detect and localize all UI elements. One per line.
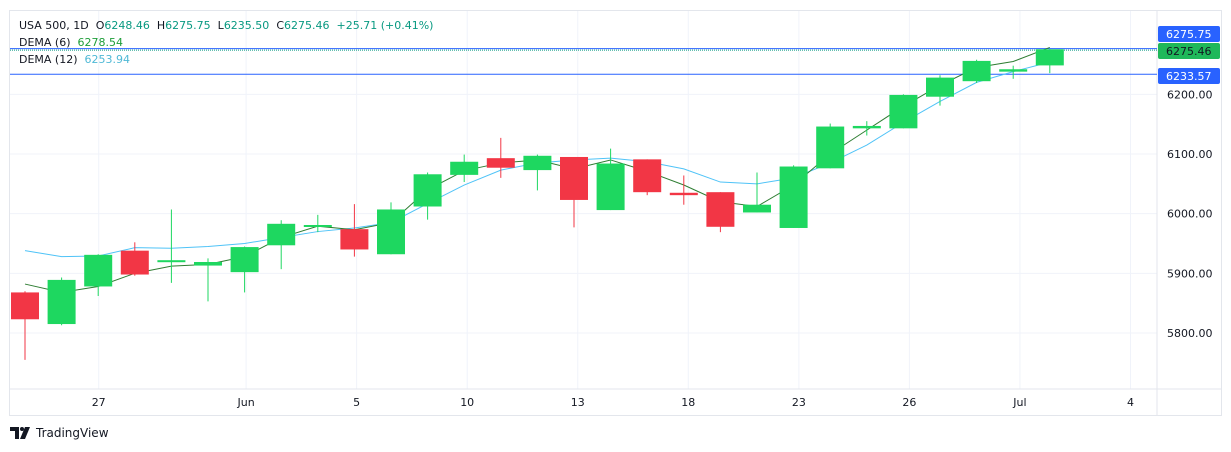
price-tag-bg xyxy=(1158,26,1220,42)
price-tags: 6275.75 6275.46 6233.57 xyxy=(1158,26,1220,84)
candle-body xyxy=(779,166,808,228)
high-label: H xyxy=(156,19,166,32)
candle-body xyxy=(816,126,845,169)
candle-body xyxy=(230,247,259,273)
ohlc-row: USA 500, 1D O6248.46 H6275.75 L6235.50 C… xyxy=(19,17,433,34)
candle-body xyxy=(523,155,552,171)
price-axis[interactable]: 5800.00 5900.00 6000.00 6100.00 6200.00 xyxy=(1167,88,1213,340)
tradingview-brand: TradingView xyxy=(36,426,109,440)
candle-body xyxy=(84,254,113,287)
x-tick-label: 13 xyxy=(571,396,585,409)
x-tick-label: 18 xyxy=(681,396,695,409)
candle-body xyxy=(962,60,991,82)
candle-body xyxy=(47,279,76,325)
time-axis[interactable]: 27 Jun 5 10 13 18 23 26 Jul 4 xyxy=(92,396,1134,409)
dema12-label: DEMA (12) xyxy=(19,53,78,66)
low-value: 6235.50 xyxy=(223,19,270,32)
tradingview-attribution[interactable]: TradingView xyxy=(10,426,109,440)
dema12-row[interactable]: DEMA (12) 6253.94 xyxy=(19,51,433,68)
candle-body xyxy=(194,261,222,266)
grid-lines xyxy=(10,11,1222,415)
y-tick-label: 6200.00 xyxy=(1167,88,1213,101)
candle-body xyxy=(486,158,515,168)
x-tick-label: 23 xyxy=(792,396,806,409)
y-tick-label: 6000.00 xyxy=(1167,208,1213,221)
high-value: 6275.75 xyxy=(165,19,211,32)
chart-legend: USA 500, 1D O6248.46 H6275.75 L6235.50 C… xyxy=(19,17,433,68)
candle-body xyxy=(706,192,735,227)
dema6-row[interactable]: DEMA (6) 6278.54 xyxy=(19,34,433,51)
open-label: O xyxy=(95,19,105,32)
candles[interactable] xyxy=(11,49,1064,360)
y-tick-label: 5800.00 xyxy=(1167,327,1213,340)
candle-body xyxy=(303,224,332,227)
candle-body xyxy=(560,156,588,200)
tradingview-logo-icon xyxy=(10,427,30,439)
x-tick-label: 27 xyxy=(92,396,106,409)
symbol-label[interactable]: USA 500, 1D xyxy=(19,19,89,32)
price-tag-label: 6275.46 xyxy=(1166,45,1212,58)
candle-body xyxy=(157,260,186,263)
price-tag-bg xyxy=(1158,43,1220,59)
x-tick-label: Jun xyxy=(237,396,255,409)
close-label: C xyxy=(276,19,284,32)
candle-body xyxy=(377,209,405,255)
y-tick-label: 6100.00 xyxy=(1167,148,1213,161)
price-tag-bg xyxy=(1158,68,1220,84)
candle-body xyxy=(267,223,296,246)
open-value: 6248.46 xyxy=(104,19,150,32)
candle-body xyxy=(669,192,698,196)
change-value: +25.71 (+0.41%) xyxy=(336,19,434,32)
close-value: 6275.46 xyxy=(284,19,330,32)
x-tick-label: 10 xyxy=(460,396,474,409)
x-tick-label: 4 xyxy=(1127,396,1134,409)
candle-body xyxy=(596,163,625,211)
x-tick-label: 5 xyxy=(353,396,360,409)
dema6-label: DEMA (6) xyxy=(19,36,71,49)
candle-body xyxy=(999,69,1028,72)
candlestick-chart[interactable]: 5800.00 5900.00 6000.00 6100.00 6200.00 27 Ju… xyxy=(0,0,1231,420)
y-tick-label: 5900.00 xyxy=(1167,267,1213,280)
low-label: L xyxy=(217,19,224,32)
candle-body xyxy=(852,125,881,129)
candle-body xyxy=(120,250,149,275)
dema6-value: 6278.54 xyxy=(77,36,124,49)
price-tag-label: 6275.75 xyxy=(1166,28,1212,41)
candle-body xyxy=(1035,49,1064,66)
candle-body xyxy=(743,204,771,213)
candle-body xyxy=(889,94,918,129)
candle-body xyxy=(633,159,662,193)
candle-body xyxy=(450,161,479,175)
candle-body xyxy=(926,77,954,97)
price-tag-label: 6233.57 xyxy=(1166,70,1212,83)
candle-body xyxy=(11,292,39,320)
dema12-value: 6253.94 xyxy=(84,53,131,66)
x-tick-label: 26 xyxy=(902,396,916,409)
candle-body xyxy=(413,174,442,207)
candle-body xyxy=(340,229,369,250)
chart-frame xyxy=(9,10,1222,416)
x-tick-label: Jul xyxy=(1012,396,1026,409)
